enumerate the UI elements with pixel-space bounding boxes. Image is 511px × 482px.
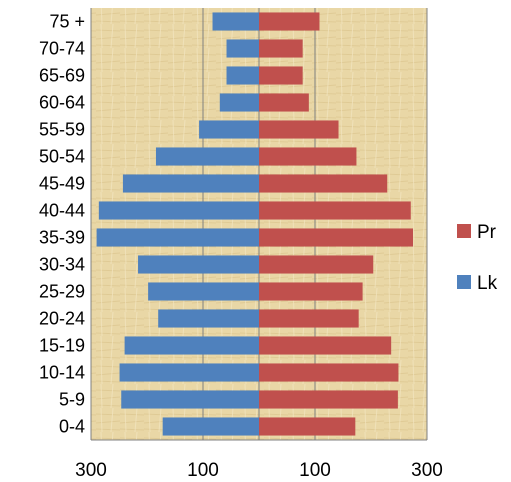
bar-pr-20-24	[259, 309, 359, 328]
bar-pr-60-64	[259, 93, 309, 112]
category-label: 60-64	[39, 93, 85, 113]
category-label: 10-14	[39, 363, 85, 383]
category-label: 5-9	[59, 390, 85, 410]
bar-pr-30-34	[259, 255, 374, 274]
category-label: 75 +	[49, 12, 85, 32]
bar-lk-60-64	[219, 93, 259, 112]
bar-lk-0-4	[162, 417, 259, 436]
x-tick-label: 300	[75, 460, 107, 481]
bar-lk-50-54	[155, 147, 259, 166]
bar-pr-25-29	[259, 282, 363, 301]
bar-lk-30-34	[138, 255, 259, 274]
x-tick-label: 100	[299, 460, 331, 481]
category-label: 45-49	[39, 174, 85, 194]
bar-lk-75plus	[212, 12, 259, 31]
x-axis-tick-labels: 300 100 100 300	[75, 460, 443, 481]
category-label: 65-69	[39, 66, 85, 86]
bar-lk-15-19	[124, 336, 259, 355]
legend-swatch-pr	[457, 224, 471, 238]
bar-pr-15-19	[259, 336, 392, 355]
bar-lk-55-59	[199, 120, 259, 139]
category-label: 50-54	[39, 147, 85, 167]
category-label: 30-34	[39, 255, 85, 275]
category-labels: 0-4 5-9 10-14 15-19 20-24 25-29 30-34 35-39 40-4…	[39, 12, 85, 437]
bar-lk-40-44	[98, 201, 259, 220]
category-label: 15-19	[39, 336, 85, 356]
bars	[96, 12, 413, 436]
x-tick-label: 300	[411, 460, 443, 481]
category-label: 0-4	[59, 417, 85, 437]
x-tick-label: 100	[187, 460, 219, 481]
category-label: 25-29	[39, 282, 85, 302]
bar-lk-70-74	[226, 39, 259, 58]
bar-pr-70-74	[259, 39, 303, 58]
bar-pr-45-49	[259, 174, 388, 193]
bar-pr-0-4	[259, 417, 356, 436]
bar-pr-10-14	[259, 363, 399, 382]
bar-lk-35-39	[96, 228, 259, 247]
bar-pr-50-54	[259, 147, 357, 166]
bar-pr-35-39	[259, 228, 413, 247]
legend: Pr Lk	[457, 222, 498, 294]
legend-swatch-lk	[457, 275, 471, 289]
category-label: 70-74	[39, 39, 85, 59]
bar-lk-5-9	[121, 390, 260, 409]
category-label: 35-39	[39, 228, 85, 248]
legend-label-pr: Pr	[477, 222, 497, 243]
category-label: 55-59	[39, 120, 85, 140]
bar-pr-40-44	[259, 201, 411, 220]
bar-pr-55-59	[259, 120, 339, 139]
legend-label-lk: Lk	[477, 273, 498, 294]
bar-lk-45-49	[122, 174, 259, 193]
bar-pr-65-69	[259, 66, 303, 85]
bar-lk-25-29	[148, 282, 259, 301]
bar-lk-65-69	[226, 66, 259, 85]
bar-lk-20-24	[158, 309, 259, 328]
category-label: 20-24	[39, 309, 85, 329]
category-label: 40-44	[39, 201, 85, 221]
bar-pr-5-9	[259, 390, 398, 409]
bar-pr-75plus	[259, 12, 320, 31]
bar-lk-10-14	[119, 363, 259, 382]
